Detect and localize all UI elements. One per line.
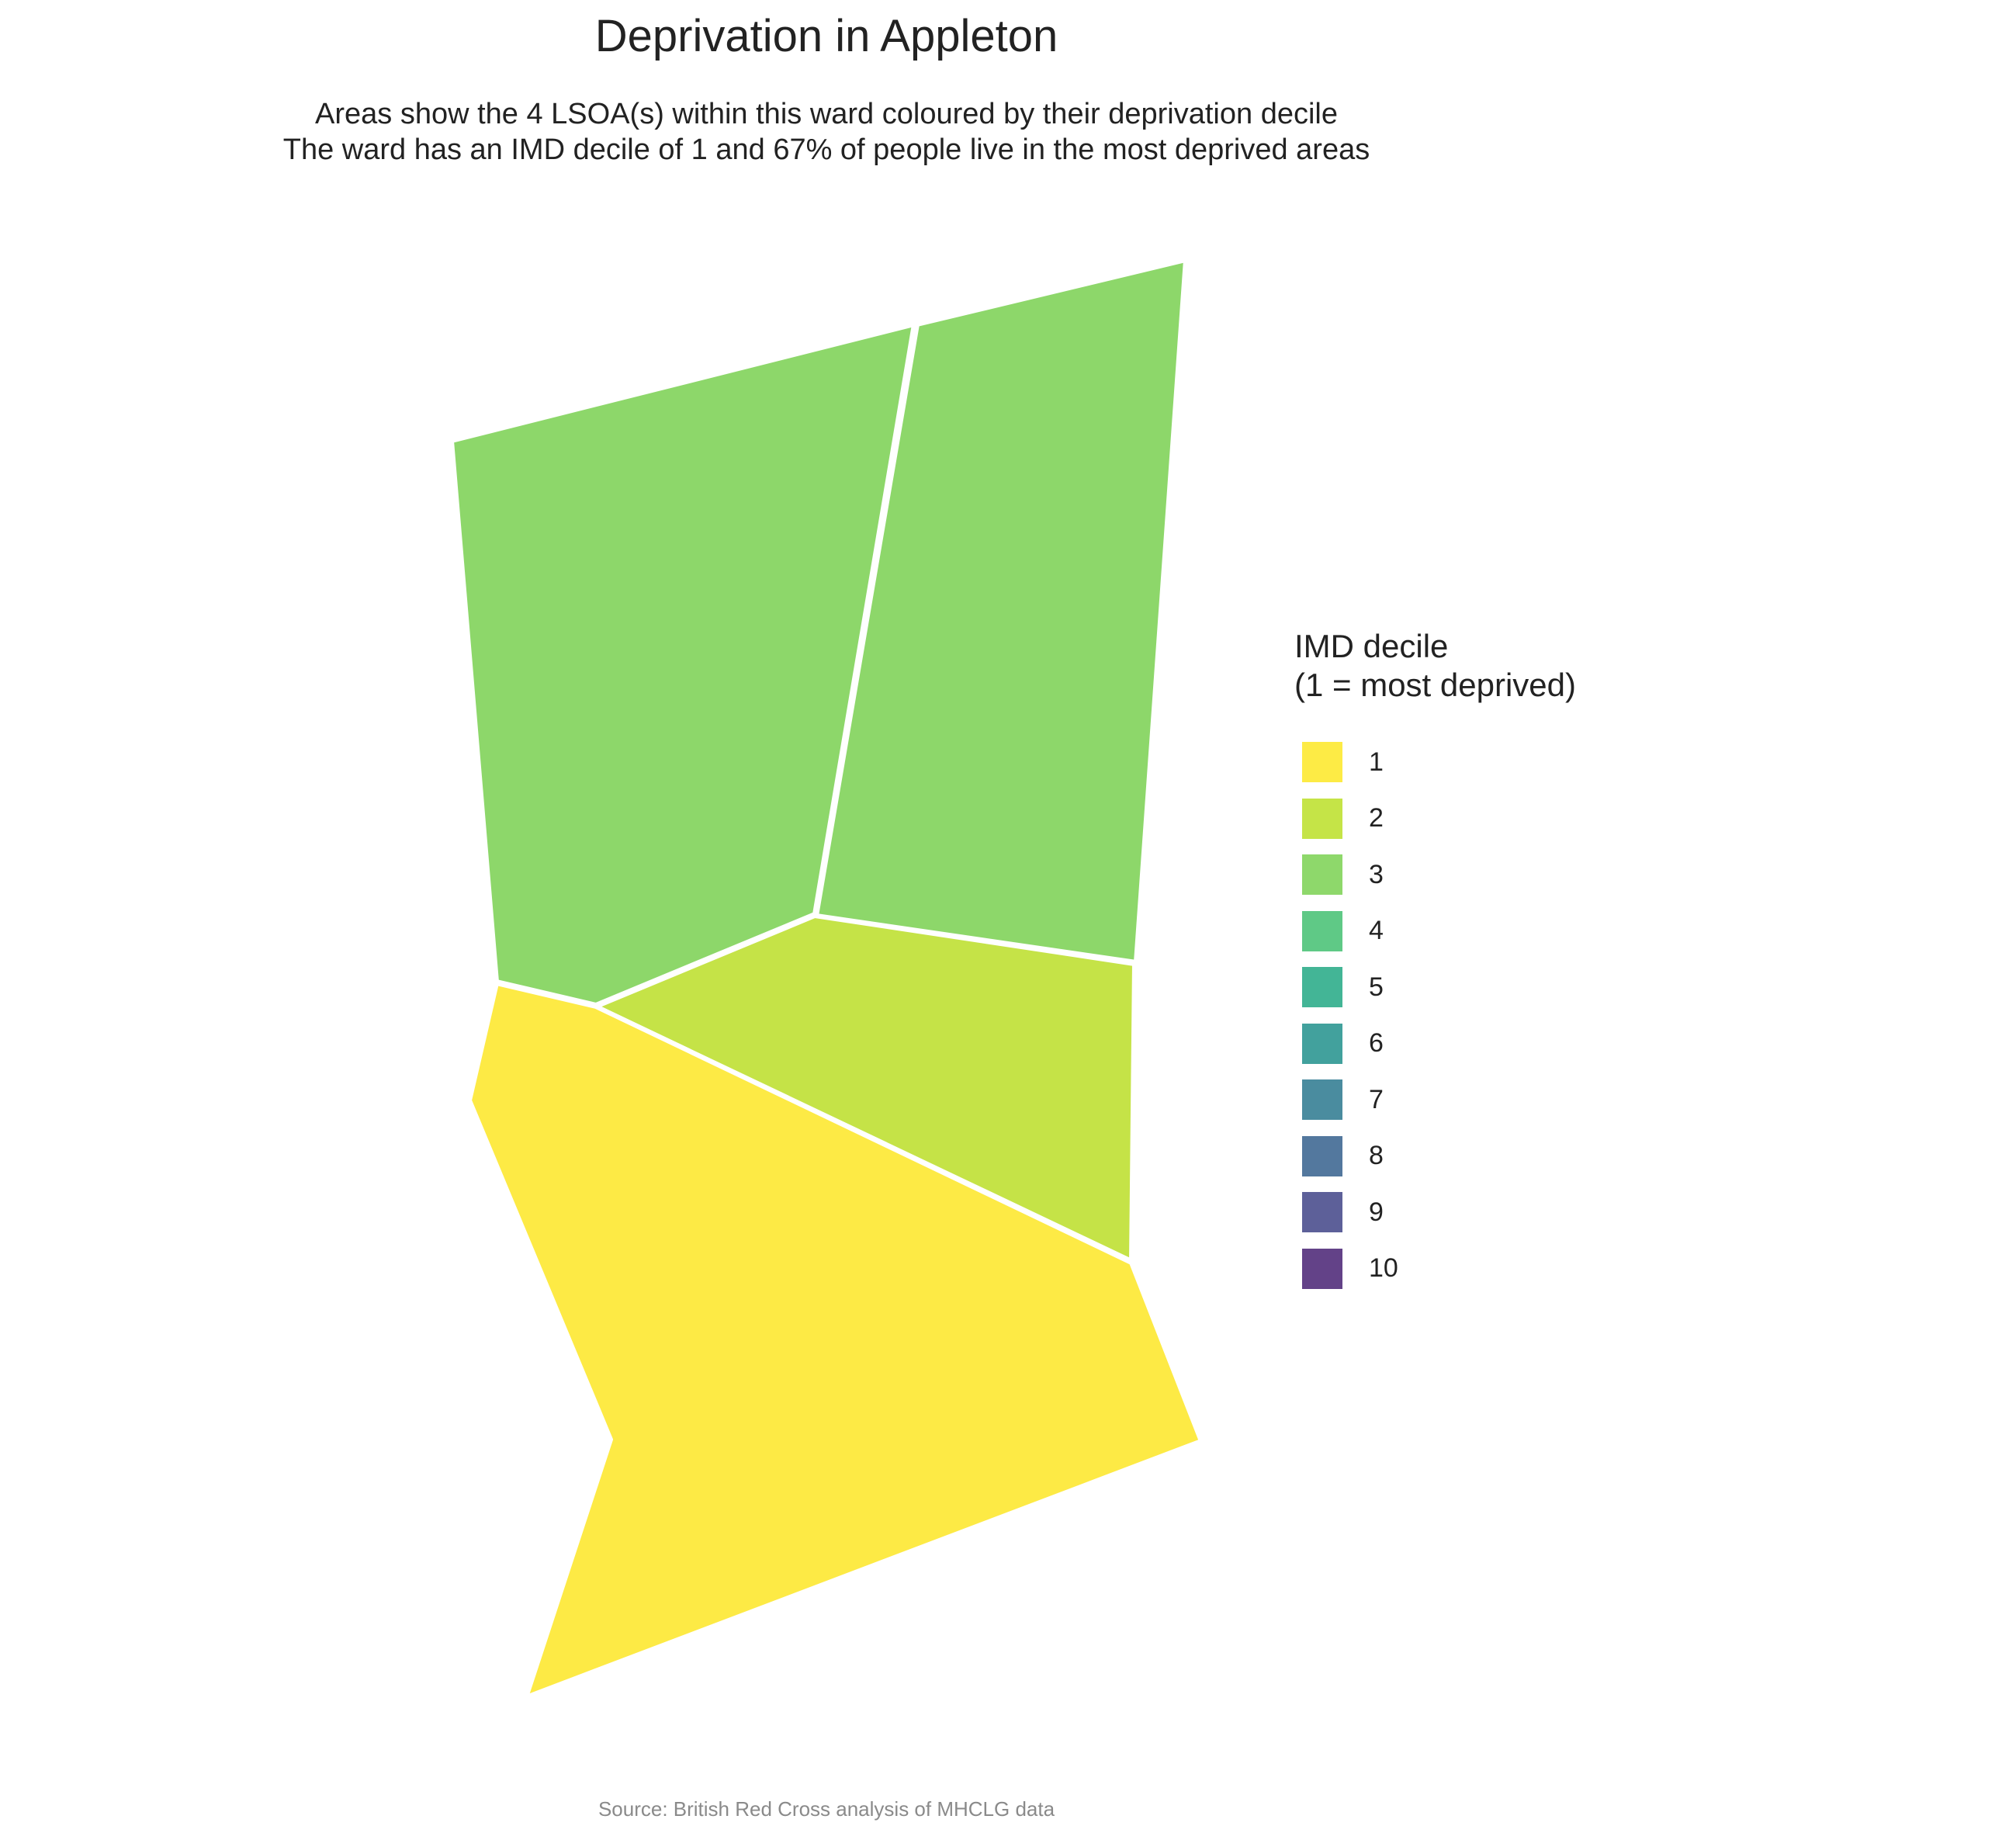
legend-items: 1 2 3 4 5 6 7 8: [1294, 734, 1576, 1297]
legend-title-line-1: IMD decile: [1294, 628, 1449, 664]
legend-item-5: 5: [1302, 959, 1576, 1016]
legend-label-9: 9: [1369, 1197, 1384, 1227]
legend: IMD decile (1 = most deprived) 1 2 3 4 5…: [1294, 627, 1576, 1297]
legend-label-10: 10: [1369, 1253, 1398, 1284]
legend-title-line-2: (1 = most deprived): [1294, 667, 1576, 703]
legend-label-4: 4: [1369, 916, 1384, 946]
source-caption: Source: British Red Cross analysis of MH…: [598, 1797, 1055, 1821]
lsoa-area-south: [467, 981, 1204, 1700]
legend-label-2: 2: [1369, 803, 1384, 833]
legend-label-3: 3: [1369, 859, 1384, 889]
legend-swatch-5: [1302, 967, 1342, 1008]
chart-subtitle-line-1: Areas show the 4 LSOA(s) within this war…: [315, 98, 1338, 130]
legend-item-6: 6: [1302, 1016, 1576, 1072]
legend-item-8: 8: [1302, 1128, 1576, 1185]
legend-item-9: 9: [1302, 1184, 1576, 1241]
legend-swatch-7: [1302, 1079, 1342, 1121]
legend-swatch-3: [1302, 854, 1342, 896]
legend-label-8: 8: [1369, 1141, 1384, 1171]
legend-swatch-1: [1302, 742, 1342, 783]
legend-label-5: 5: [1369, 972, 1384, 1002]
legend-item-10: 10: [1302, 1241, 1576, 1298]
legend-label-1: 1: [1369, 747, 1384, 777]
legend-swatch-9: [1302, 1192, 1342, 1233]
legend-label-6: 6: [1369, 1028, 1384, 1059]
legend-label-7: 7: [1369, 1084, 1384, 1114]
legend-swatch-2: [1302, 798, 1342, 839]
chart-subtitle-line-2: The ward has an IMD decile of 1 and 67% …: [282, 133, 1370, 166]
legend-item-1: 1: [1302, 734, 1576, 791]
legend-swatch-8: [1302, 1135, 1342, 1176]
chart-title: Deprivation in Appleton: [594, 11, 1058, 61]
legend-item-3: 3: [1302, 847, 1576, 903]
legend-item-2: 2: [1302, 791, 1576, 847]
legend-swatch-10: [1302, 1248, 1342, 1289]
legend-item-7: 7: [1302, 1072, 1576, 1128]
legend-swatch-4: [1302, 910, 1342, 951]
legend-item-4: 4: [1302, 903, 1576, 960]
legend-swatch-6: [1302, 1023, 1342, 1064]
